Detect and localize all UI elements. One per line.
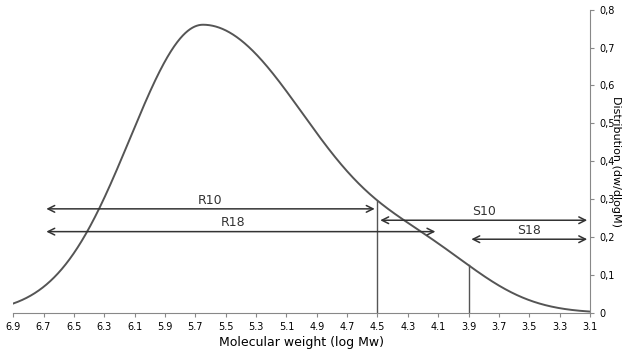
Y-axis label: Distribution (dw/dlogM): Distribution (dw/dlogM) bbox=[611, 96, 621, 227]
Text: S18: S18 bbox=[517, 224, 541, 237]
Text: R18: R18 bbox=[221, 216, 246, 229]
X-axis label: Molecular weight (log Mw): Molecular weight (log Mw) bbox=[219, 337, 384, 349]
Text: S10: S10 bbox=[472, 205, 496, 218]
Text: R10: R10 bbox=[198, 193, 223, 207]
